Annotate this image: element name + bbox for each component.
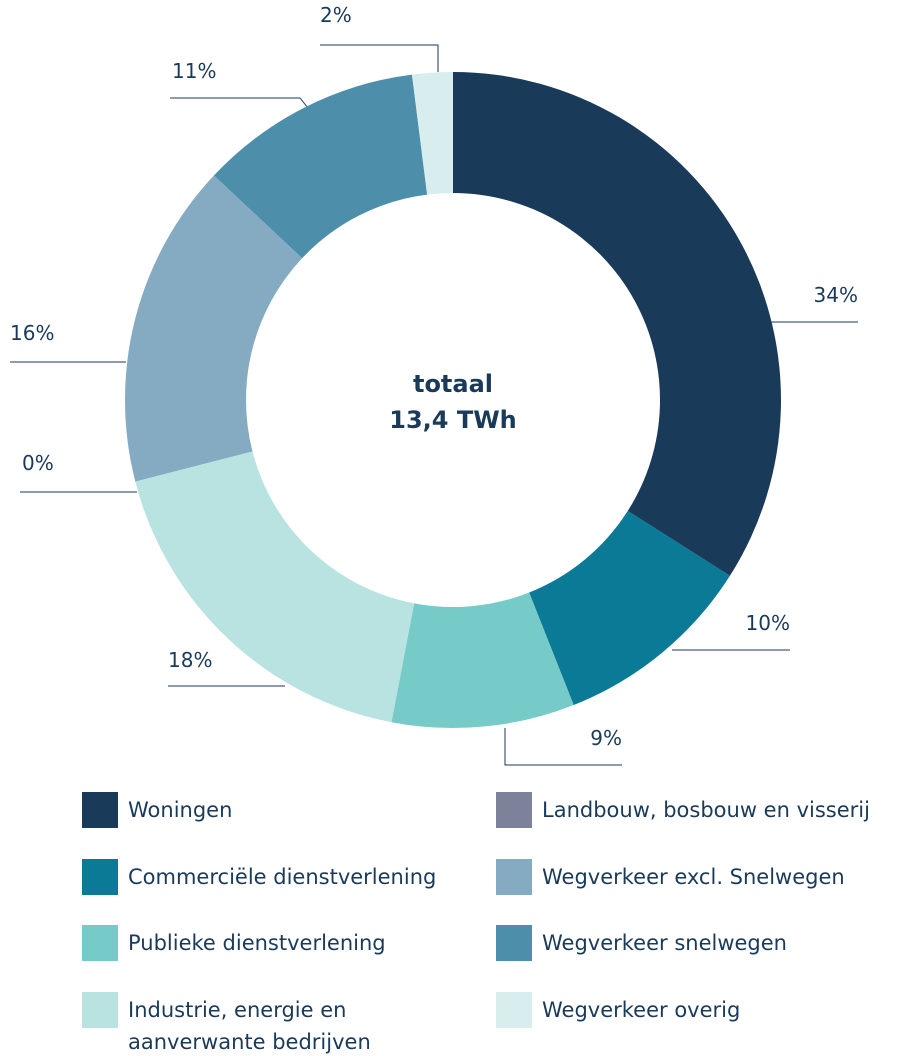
data-label: 2%	[320, 3, 352, 27]
donut-slice	[125, 175, 303, 482]
data-label: 0%	[22, 451, 54, 475]
leader-line	[504, 728, 622, 766]
center-title: totaal	[413, 370, 493, 398]
donut-slice	[411, 72, 453, 195]
legend-swatch	[496, 792, 532, 828]
data-label: 10%	[746, 611, 790, 635]
data-label: 34%	[814, 283, 858, 307]
donut-slice	[529, 510, 730, 705]
legend-label: Woningen	[128, 798, 233, 822]
legend-item: Landbouw, bosbouw en visserij	[496, 792, 902, 828]
legend-swatch	[496, 991, 532, 1028]
chart: totaal 13,4 TWh 34% 10% 9% 18% 0% 16% 11% 2%	[10, 3, 858, 766]
legend-label: Wegverkeer snelwegen	[542, 931, 787, 955]
donut-slice	[453, 72, 781, 576]
data-label: 18%	[168, 648, 212, 672]
legend-swatch	[82, 925, 118, 961]
legend-swatch	[496, 925, 532, 961]
legend-label: Landbouw, bosbouw en visserij	[542, 798, 870, 822]
legend-swatch	[496, 858, 532, 895]
data-label: 16%	[10, 321, 54, 345]
donut-slice	[391, 592, 574, 728]
legend-item: Wegverkeer excl. Snelwegen	[496, 858, 902, 895]
legend-label: Commerciële dienstverlening	[128, 864, 437, 889]
legend-swatch	[82, 991, 118, 1028]
leader-line	[320, 44, 439, 72]
legend-item: Woningen	[82, 792, 473, 828]
legend-item: Wegverkeer snelwegen	[496, 925, 902, 961]
legend-label: Wegverkeer excl. Snelwegen	[542, 864, 845, 889]
legend-item: Publieke dienstverlening	[82, 925, 473, 961]
legend-label: Publieke dienstverlening	[128, 931, 386, 955]
legend-label: Industrie, energie en aanverwante bedrij…	[128, 997, 371, 1054]
donut-slice	[135, 451, 415, 723]
legend-swatch	[82, 792, 118, 828]
legend-item: Industrie, energie en aanverwante bedrij…	[82, 991, 473, 1056]
legend-item: Commerciële dienstverlening	[82, 858, 473, 895]
legend-item: Wegverkeer overig	[496, 991, 902, 1028]
leader-line	[170, 97, 309, 109]
donut-slice	[213, 74, 428, 259]
data-label: 9%	[590, 726, 622, 750]
center-value: 13,4 TWh	[389, 406, 517, 434]
legend-label: Wegverkeer overig	[542, 997, 741, 1022]
legend-swatch	[82, 858, 118, 895]
data-label: 11%	[172, 59, 216, 83]
